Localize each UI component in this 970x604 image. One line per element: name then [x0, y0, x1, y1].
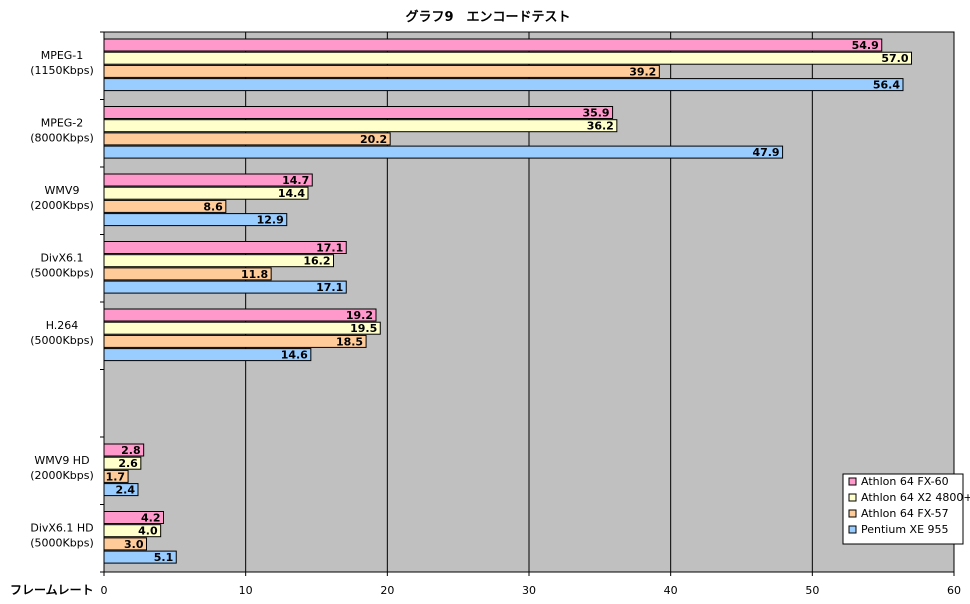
data-label: 14.4	[278, 187, 305, 200]
bar	[103, 321, 381, 335]
data-label: 11.8	[241, 268, 268, 281]
legend-swatch	[848, 509, 857, 518]
data-label: 12.9	[257, 214, 284, 227]
data-label: 35.9	[582, 107, 609, 120]
category-sublabel: (5000Kbps)	[30, 334, 94, 347]
bar	[103, 78, 904, 92]
bar	[103, 64, 660, 78]
data-label: 2.4	[116, 484, 136, 497]
data-label: 36.2	[587, 120, 614, 133]
legend-swatch	[848, 493, 857, 502]
data-label: 1.7	[106, 470, 126, 483]
legend-entry: Pentium XE 955	[861, 523, 949, 536]
data-label: 19.5	[350, 322, 377, 335]
legend-entry: Athlon 64 X2 4800+	[861, 491, 970, 504]
bar	[103, 106, 614, 119]
bar	[103, 280, 347, 294]
legend-swatch	[848, 477, 857, 486]
data-label: 5.1	[154, 551, 174, 564]
data-label: 39.2	[629, 65, 656, 78]
bar	[103, 334, 367, 348]
data-label: 3.0	[124, 538, 144, 551]
bar	[103, 51, 912, 65]
data-label: 4.0	[138, 525, 158, 538]
bar	[103, 308, 377, 322]
x-tick-label: 0	[101, 584, 108, 597]
category-sublabel: (2000Kbps)	[30, 199, 94, 212]
bar	[103, 132, 391, 146]
data-label: 2.6	[118, 457, 138, 470]
legend-swatch	[848, 525, 857, 534]
x-tick-label: 40	[664, 584, 678, 597]
data-label: 20.2	[360, 133, 387, 146]
data-label: 47.9	[752, 146, 779, 159]
category-sublabel: (8000Kbps)	[30, 131, 94, 144]
data-label: 18.5	[336, 335, 363, 348]
data-label: 56.4	[873, 79, 900, 92]
category-label: WMV9 HD	[34, 454, 89, 467]
legend	[842, 473, 964, 545]
category-sublabel: (5000Kbps)	[30, 536, 94, 549]
category-label: MPEG-2	[41, 116, 84, 129]
category-label: WMV9	[45, 184, 80, 197]
x-tick-label: 10	[239, 584, 253, 597]
bar	[103, 38, 883, 52]
data-label: 17.1	[316, 242, 343, 255]
data-label: 57.0	[881, 52, 908, 65]
legend-entry: Athlon 64 FX-57	[861, 507, 949, 520]
category-sublabel: (5000Kbps)	[30, 266, 94, 279]
bar	[103, 241, 347, 254]
chart-title: グラフ9 エンコードテスト	[405, 9, 570, 25]
data-label: 14.6	[281, 349, 308, 362]
data-label: 8.6	[203, 200, 223, 213]
bar	[103, 145, 784, 159]
bar	[103, 119, 618, 133]
x-axis-label: フレームレート	[10, 583, 94, 597]
category-sublabel: (1150Kbps)	[30, 64, 94, 77]
data-label: 54.9	[852, 39, 879, 52]
data-label: 17.1	[316, 281, 343, 294]
x-tick-label: 50	[805, 584, 819, 597]
category-label: DivX6.1 HD	[30, 521, 93, 534]
category-label: H.264	[46, 319, 79, 332]
data-label: 2.8	[121, 444, 141, 457]
data-label: 19.2	[346, 309, 373, 322]
category-label: MPEG-1	[41, 49, 84, 62]
x-tick-label: 30	[522, 584, 536, 597]
bar	[103, 173, 313, 187]
category-sublabel: (2000Kbps)	[30, 469, 94, 482]
data-label: 16.2	[303, 255, 330, 268]
x-tick-label: 20	[380, 584, 394, 597]
data-label: 4.2	[141, 512, 161, 525]
data-label: 14.7	[282, 174, 309, 187]
legend-entry: Athlon 64 FX-60	[861, 475, 949, 488]
category-label: DivX6.1	[40, 251, 83, 264]
x-tick-label: 60	[947, 584, 961, 597]
bar	[103, 254, 334, 268]
